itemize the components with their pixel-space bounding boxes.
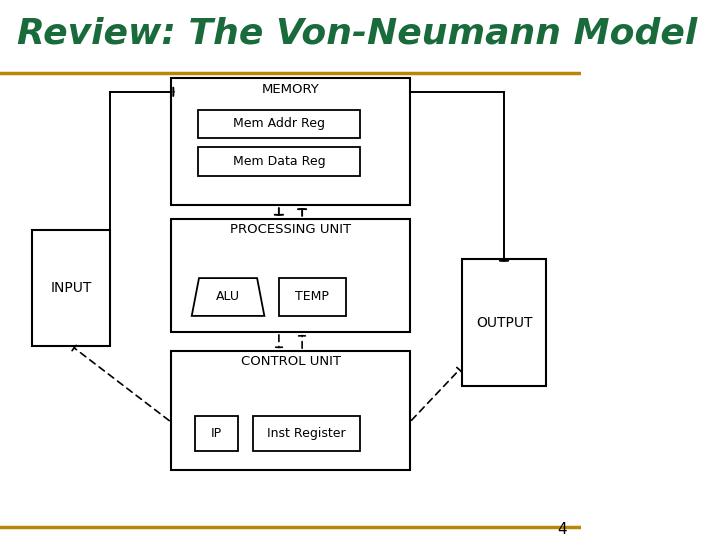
Text: IP: IP [211, 427, 222, 440]
Polygon shape [192, 278, 264, 316]
Text: Mem Data Reg: Mem Data Reg [233, 155, 325, 168]
Bar [32, 230, 110, 346]
Bar [194, 416, 238, 451]
Text: PROCESSING UNIT: PROCESSING UNIT [230, 223, 351, 236]
Bar [197, 147, 360, 176]
Text: Mem Addr Reg: Mem Addr Reg [233, 117, 325, 130]
Bar [462, 259, 546, 386]
Bar [171, 219, 410, 332]
Bar [171, 78, 410, 205]
Text: ALU: ALU [216, 291, 240, 303]
Text: MEMORY: MEMORY [261, 83, 320, 96]
Text: 4: 4 [557, 522, 567, 537]
Bar [171, 351, 410, 470]
Text: CONTROL UNIT: CONTROL UNIT [240, 355, 341, 368]
Text: TEMP: TEMP [295, 291, 329, 303]
Text: OUTPUT: OUTPUT [476, 316, 532, 329]
Text: Review: The Von-Neumann Model: Review: The Von-Neumann Model [17, 16, 698, 50]
Text: Inst Register: Inst Register [267, 427, 346, 440]
Bar [253, 416, 360, 451]
Text: INPUT: INPUT [50, 281, 92, 294]
Bar [197, 110, 360, 138]
Bar [279, 278, 346, 316]
